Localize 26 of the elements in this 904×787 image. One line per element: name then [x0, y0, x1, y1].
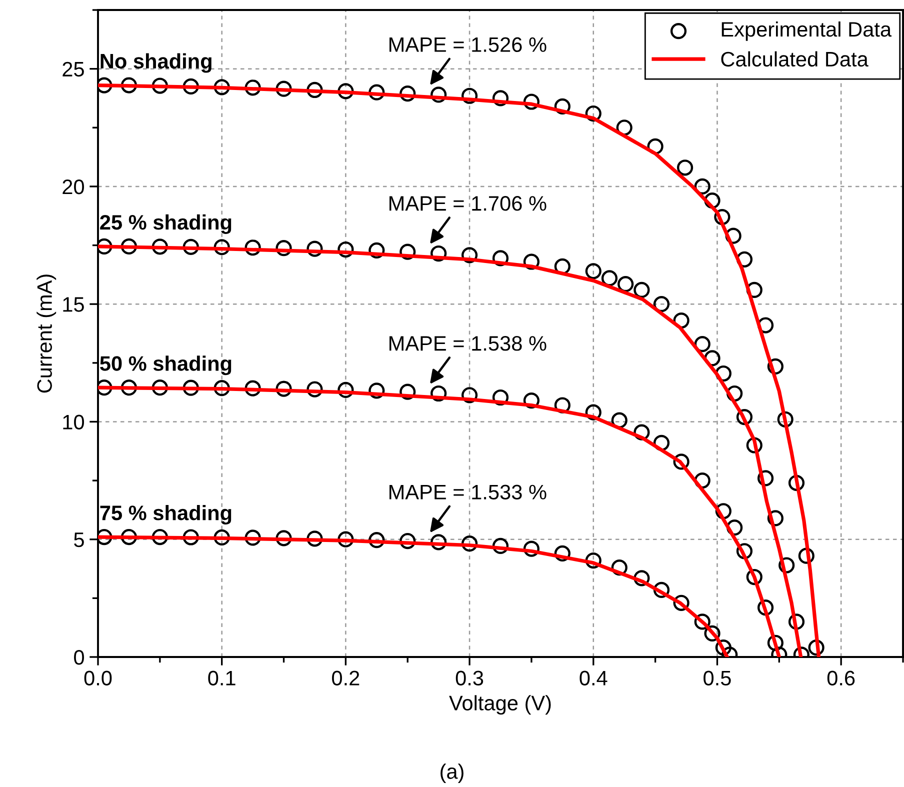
y-tick-label: 10 [63, 414, 84, 430]
legend-label: Experimental Data [722, 21, 892, 41]
x-axis-title: Voltage (V) [449, 695, 551, 715]
y-axis-title: Current (mA) [36, 274, 56, 393]
annotation: MAPE = 1.706 % [390, 196, 546, 211]
x-tick-label: 0.3 [456, 670, 484, 686]
text: (a) [440, 764, 464, 784]
y-tick-label: 20 [62, 179, 84, 194]
x-tick-label: 0.2 [332, 670, 360, 686]
y-tick-label: 0 [74, 650, 84, 665]
x-tick-label: 0.0 [84, 670, 112, 686]
annotation: 75 % shading [100, 505, 232, 525]
legend-label: Calculated Data [721, 51, 868, 67]
annotation: No shading [100, 53, 212, 73]
annotation: MAPE = 1.538 % [390, 336, 546, 351]
annotation: MAPE = 1.533 % [390, 484, 546, 500]
y-tick-label: 15 [63, 297, 84, 312]
x-tick-label: 0.6 [827, 670, 855, 686]
annotation: MAPE = 1.526 % [390, 37, 546, 52]
y-tick-label: 25 [62, 62, 84, 77]
x-tick-label: 0.4 [580, 670, 608, 686]
annotation: 25 % shading [100, 214, 232, 234]
x-tick-label: 0.1 [208, 670, 236, 686]
x-tick-label: 0.5 [704, 670, 731, 686]
annotation: 50 % shading [100, 356, 232, 376]
y-tick-label: 5 [74, 532, 84, 548]
